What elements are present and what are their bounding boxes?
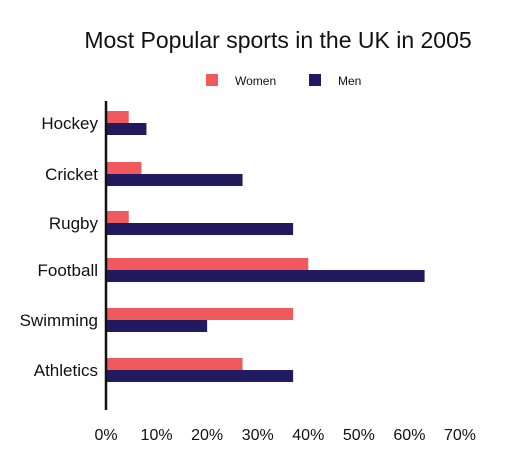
x-tick-label: 60%: [393, 427, 425, 444]
bar-men-football: [106, 270, 425, 282]
bar-women-cricket: [106, 162, 142, 174]
legend-label-men: Men: [338, 74, 361, 88]
bar-men-cricket: [106, 174, 243, 186]
bars-group: [106, 111, 425, 382]
x-tick-label: 20%: [191, 427, 223, 444]
x-tick-label: 0%: [94, 427, 117, 444]
x-tick-labels: 0% 10% 20% 30% 40% 50% 60% 70%: [94, 427, 476, 444]
x-tick-label: 70%: [444, 427, 476, 444]
x-tick-label: 10%: [141, 427, 173, 444]
bar-men-hockey: [106, 123, 147, 135]
category-label-swimming: Swimming: [20, 311, 98, 330]
bar-women-football: [106, 258, 309, 270]
chart-title: Most Popular sports in the UK in 2005: [84, 27, 471, 53]
legend: Women Men: [206, 74, 361, 88]
category-labels: Hockey Cricket Rugby Football Swimming Athlet…: [20, 114, 99, 380]
x-tick-label: 50%: [343, 427, 375, 444]
bar-women-hockey: [106, 111, 129, 123]
bar-women-rugby: [106, 211, 129, 223]
category-label-rugby: Rugby: [49, 214, 99, 233]
category-label-hockey: Hockey: [41, 114, 98, 133]
x-tick-label: 40%: [292, 427, 324, 444]
category-label-athletics: Athletics: [34, 361, 98, 380]
category-label-football: Football: [38, 261, 98, 280]
x-tick-label: 30%: [242, 427, 274, 444]
bar-women-athletics: [106, 358, 243, 370]
bar-men-athletics: [106, 370, 294, 382]
bar-women-swimming: [106, 308, 294, 320]
category-label-cricket: Cricket: [45, 165, 98, 184]
legend-swatch-men: [309, 74, 321, 86]
bar-men-rugby: [106, 223, 294, 235]
legend-swatch-women: [206, 74, 218, 86]
legend-label-women: Women: [235, 74, 276, 88]
bar-men-swimming: [106, 320, 208, 332]
